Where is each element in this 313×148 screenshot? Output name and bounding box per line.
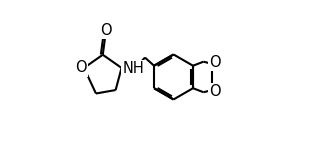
Text: NH: NH <box>122 61 144 76</box>
Text: O: O <box>100 23 111 38</box>
Text: O: O <box>210 84 221 99</box>
Text: O: O <box>75 60 87 75</box>
Text: O: O <box>210 55 221 70</box>
